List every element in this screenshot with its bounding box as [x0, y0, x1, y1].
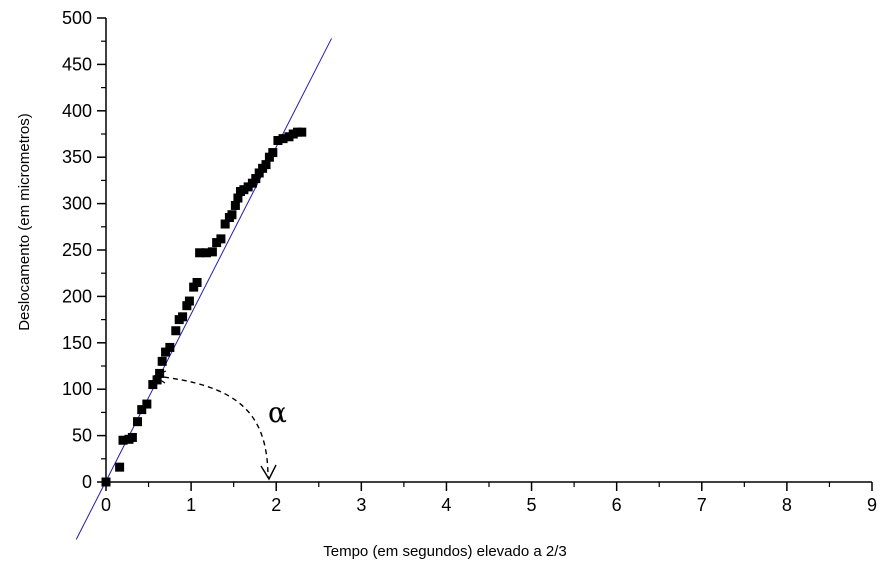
data-point	[157, 356, 167, 366]
y-tick-label: 150	[62, 333, 92, 353]
y-tick-label: 0	[82, 472, 92, 492]
angle-annotation: α	[152, 370, 287, 481]
alpha-label: α	[268, 396, 287, 429]
y-tick-label: 500	[62, 8, 92, 28]
data-point	[165, 342, 175, 352]
data-point	[101, 477, 111, 487]
x-tick-label: 7	[697, 495, 707, 515]
data-point	[178, 312, 188, 322]
data-points	[101, 127, 307, 487]
data-point	[201, 248, 211, 258]
x-tick-label: 1	[186, 495, 196, 515]
data-point	[278, 134, 288, 144]
x-axis: 0 1 2 3 4 5 6 7 8 9	[101, 481, 877, 515]
x-tick-label: 8	[782, 495, 792, 515]
data-point	[261, 160, 271, 170]
data-point	[233, 193, 243, 203]
x-tick-label: 9	[867, 495, 877, 515]
y-tick-label: 300	[62, 194, 92, 214]
x-tick-label: 0	[101, 495, 111, 515]
x-tick-label: 3	[356, 495, 366, 515]
y-tick-label: 100	[62, 379, 92, 399]
y-axis: 0 50 100 150 200 250 300 350 400 450 500	[62, 8, 107, 492]
data-point	[152, 375, 162, 385]
data-point	[171, 326, 181, 336]
data-point	[220, 219, 230, 229]
data-point	[132, 417, 142, 427]
data-point	[297, 127, 307, 137]
data-point	[247, 178, 257, 188]
angle-arrowhead-start	[152, 370, 167, 384]
data-point	[115, 462, 125, 472]
x-tick-label: 4	[441, 495, 451, 515]
y-tick-label: 250	[62, 240, 92, 260]
y-tick-label: 350	[62, 147, 92, 167]
x-tick-label: 5	[527, 495, 537, 515]
data-point	[118, 435, 128, 445]
data-point	[251, 174, 261, 184]
data-point	[137, 405, 147, 415]
x-axis-title: Tempo (em segundos) elevado a 2/3	[323, 543, 566, 560]
data-point	[264, 152, 274, 162]
fit-line-layer	[75, 38, 332, 540]
data-point	[189, 282, 199, 292]
data-point	[184, 296, 194, 306]
data-point	[268, 148, 278, 158]
y-axis-title: Deslocamento (em micrometros)	[16, 113, 33, 331]
data-point	[273, 135, 283, 145]
y-tick-label: 50	[72, 426, 92, 446]
data-point	[207, 247, 217, 257]
y-tick-label: 450	[62, 54, 92, 74]
x-tick-label: 2	[271, 495, 281, 515]
data-point	[148, 380, 158, 390]
data-point	[192, 277, 202, 287]
data-point	[142, 399, 152, 409]
data-point	[161, 347, 171, 357]
angle-arc	[154, 375, 269, 479]
data-point	[182, 301, 192, 311]
data-point	[216, 234, 226, 244]
data-point	[195, 248, 205, 258]
data-point	[254, 168, 264, 178]
fit-line	[75, 38, 332, 540]
y-tick-label: 400	[62, 101, 92, 121]
data-point	[127, 432, 137, 442]
angle-arrowhead	[260, 464, 277, 481]
data-point	[230, 200, 240, 210]
x-tick-label: 6	[612, 495, 622, 515]
data-point	[227, 210, 237, 220]
y-tick-label: 200	[62, 286, 92, 306]
